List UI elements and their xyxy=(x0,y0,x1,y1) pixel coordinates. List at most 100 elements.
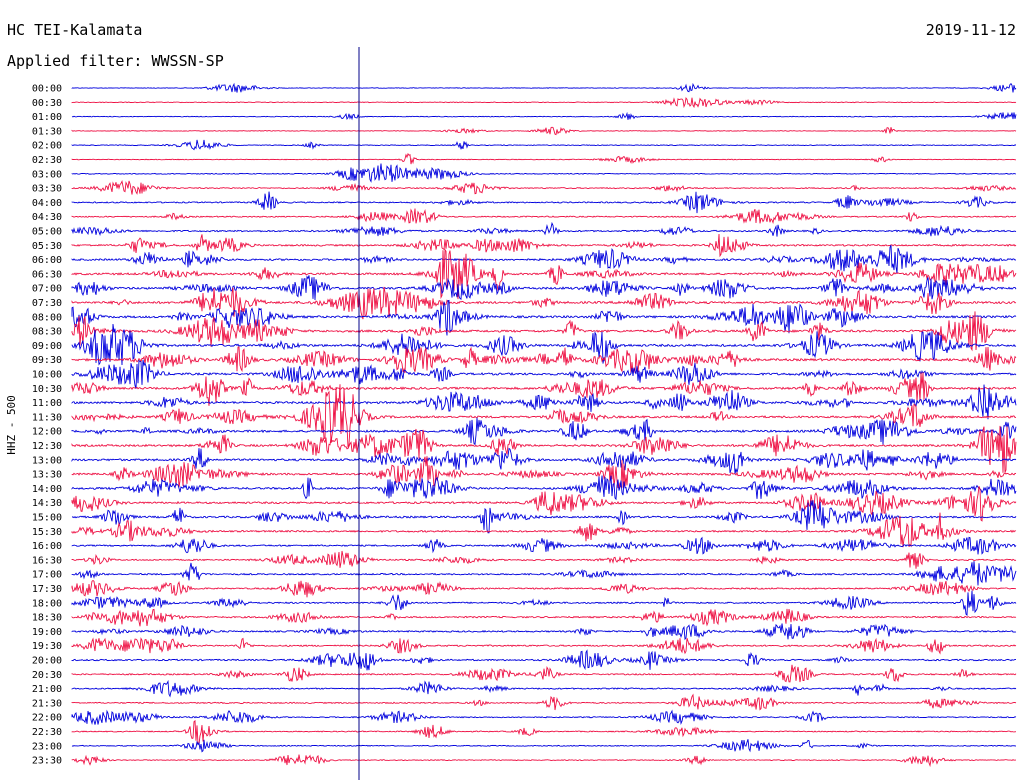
row-time-label: 06:00 xyxy=(32,255,62,266)
row-time-label: 22:30 xyxy=(32,727,62,738)
row-time-label: 13:30 xyxy=(32,470,62,481)
seismic-trace xyxy=(71,475,1017,501)
row-time-label: 23:30 xyxy=(32,756,62,767)
seismic-trace xyxy=(71,180,1017,195)
seismic-trace xyxy=(71,286,1017,320)
seismic-trace xyxy=(71,111,1017,121)
seismic-trace xyxy=(71,649,1017,671)
row-time-label: 16:00 xyxy=(32,541,62,552)
trace-group xyxy=(71,82,1017,768)
filter-label: Applied filter: WWSSN-SP xyxy=(7,52,224,70)
seismic-trace xyxy=(71,637,1017,655)
seismic-trace xyxy=(71,447,1017,475)
row-time-label: 09:30 xyxy=(32,355,62,366)
row-time-label: 06:30 xyxy=(32,269,62,280)
record-date: 2019-11-12 xyxy=(926,21,1016,39)
row-time-label: 19:00 xyxy=(32,627,62,638)
row-time-label: 12:30 xyxy=(32,441,62,452)
seismic-trace xyxy=(71,486,1017,522)
row-time-label: 04:00 xyxy=(32,198,62,209)
seismic-trace xyxy=(71,139,1017,151)
row-time-label: 10:00 xyxy=(32,370,62,381)
seismic-trace xyxy=(71,82,1017,93)
row-time-label: 01:00 xyxy=(32,112,62,123)
seismic-trace xyxy=(71,221,1017,237)
row-time-label: 21:30 xyxy=(32,698,62,709)
seismic-trace xyxy=(71,248,1017,300)
seismic-trace xyxy=(71,359,1017,389)
row-time-label: 08:00 xyxy=(32,312,62,323)
row-time-label: 12:00 xyxy=(32,427,62,438)
row-time-label: 07:00 xyxy=(32,284,62,295)
row-time-label: 03:00 xyxy=(32,169,62,180)
row-time-label: 10:30 xyxy=(32,384,62,395)
seismic-trace xyxy=(71,323,1017,366)
seismic-trace xyxy=(71,590,1017,616)
row-time-label: 20:00 xyxy=(32,656,62,667)
row-time-label: 23:00 xyxy=(32,741,62,752)
row-time-label: 22:00 xyxy=(32,713,62,724)
seismic-trace xyxy=(71,372,1017,406)
row-time-label: 00:30 xyxy=(32,98,62,109)
seismic-trace xyxy=(71,456,1017,489)
row-time-label: 19:30 xyxy=(32,641,62,652)
seismic-trace xyxy=(71,346,1017,374)
seismic-trace xyxy=(71,384,1017,420)
seismic-trace xyxy=(71,561,1017,586)
row-time-label: 17:00 xyxy=(32,570,62,581)
seismic-trace xyxy=(71,550,1017,569)
row-time-label: 14:00 xyxy=(32,484,62,495)
seismic-trace xyxy=(71,299,1017,336)
row-time-label: 21:00 xyxy=(32,684,62,695)
seismic-trace xyxy=(71,233,1017,258)
row-time-label: 15:00 xyxy=(32,513,62,524)
seismic-trace xyxy=(71,500,1017,534)
row-time-label: 18:00 xyxy=(32,598,62,609)
row-time-label: 15:30 xyxy=(32,527,62,538)
station-name: HC TEI-Kalamata xyxy=(7,21,142,39)
row-time-label: 17:30 xyxy=(32,584,62,595)
seismic-trace xyxy=(71,191,1017,214)
seismic-trace xyxy=(71,425,1017,473)
seismic-trace xyxy=(71,275,1017,301)
row-time-label: 16:30 xyxy=(32,555,62,566)
seismic-trace xyxy=(71,126,1017,136)
row-time-label: 11:30 xyxy=(32,412,62,423)
seismic-trace xyxy=(71,536,1017,555)
seismic-trace xyxy=(71,245,1017,274)
seismic-trace xyxy=(71,384,1017,448)
row-time-label: 20:30 xyxy=(32,670,62,681)
seismic-trace xyxy=(71,679,1017,698)
seismic-trace xyxy=(71,664,1017,683)
seismic-trace xyxy=(71,623,1017,641)
seismic-trace xyxy=(71,754,1016,768)
row-time-label: 13:00 xyxy=(32,455,62,466)
seismic-trace xyxy=(71,693,1017,711)
seismic-trace xyxy=(71,512,1017,548)
row-label-group: 00:00 00:30 01:00 01:30 02:00 02:30 03:00 03:30… xyxy=(32,84,62,767)
seismic-trace xyxy=(71,709,1017,725)
row-time-label: 05:30 xyxy=(32,241,62,252)
seismic-trace xyxy=(71,579,1016,598)
row-time-label: 08:30 xyxy=(32,327,62,338)
row-time-label: 00:00 xyxy=(32,84,62,95)
row-time-label: 03:30 xyxy=(32,184,62,195)
seismic-trace xyxy=(71,163,1017,183)
seismic-trace xyxy=(71,208,1017,224)
row-time-label: 14:30 xyxy=(32,498,62,509)
seismic-trace xyxy=(71,739,1017,753)
seismic-trace xyxy=(71,608,1017,627)
seismic-trace xyxy=(71,417,1017,446)
row-time-label: 09:00 xyxy=(32,341,62,352)
seismic-trace xyxy=(71,152,1016,165)
row-time-label: 01:30 xyxy=(32,126,62,137)
row-time-label: 05:00 xyxy=(32,227,62,238)
row-time-label: 11:00 xyxy=(32,398,62,409)
row-time-label: 04:30 xyxy=(32,212,62,223)
row-time-label: 07:30 xyxy=(32,298,62,309)
seismic-trace xyxy=(71,719,1017,745)
seismic-trace xyxy=(71,97,1017,109)
row-time-label: 02:00 xyxy=(32,141,62,152)
row-time-label: 18:30 xyxy=(32,613,62,624)
